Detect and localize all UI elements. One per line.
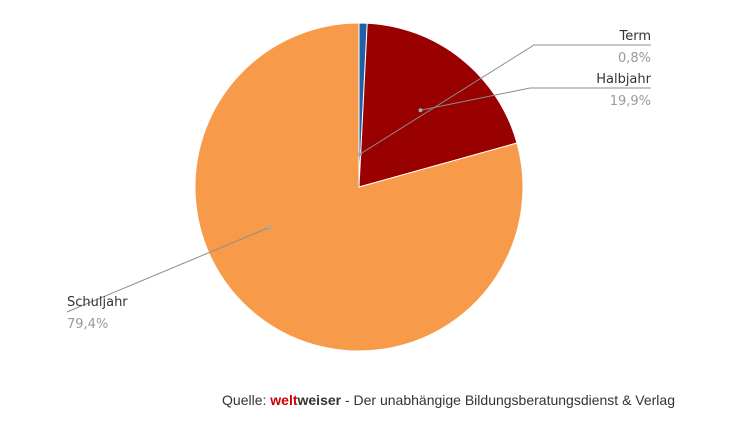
pie-labels: Term 0,8% Halbjahr 19,9% Schuljahr 79,4% [66, 29, 652, 332]
slice-label-halbjahr: Halbjahr [596, 72, 651, 87]
callout-dot-term [357, 152, 362, 157]
brand-welt: welt [270, 392, 298, 408]
callout-line-term [359, 44, 651, 155]
slice-label-schuljahr: Schuljahr [67, 295, 128, 310]
slice-value-halbjahr: 19,9% [610, 94, 651, 109]
source-prefix: Quelle: [222, 392, 271, 408]
callout-dot-schuljahr [267, 225, 272, 230]
slice-value-term: 0,8% [618, 51, 651, 66]
slice-value-schuljahr: 79,4% [67, 317, 108, 332]
source-credit: Quelle: weltweiser - Der unabhängige Bil… [0, 392, 675, 408]
source-suffix: - Der unabhängige Bildungsberatungsdiens… [341, 392, 675, 408]
brand-weiser: weiser [297, 392, 342, 408]
callout-line-schuljahr [66, 226, 270, 313]
pie-slices [194, 22, 524, 352]
callout-dot-halbjahr [418, 108, 423, 113]
slice-label-term: Term [618, 29, 651, 44]
callout-line-halbjahr [420, 87, 651, 111]
pie-slice-schuljahr [194, 22, 524, 352]
